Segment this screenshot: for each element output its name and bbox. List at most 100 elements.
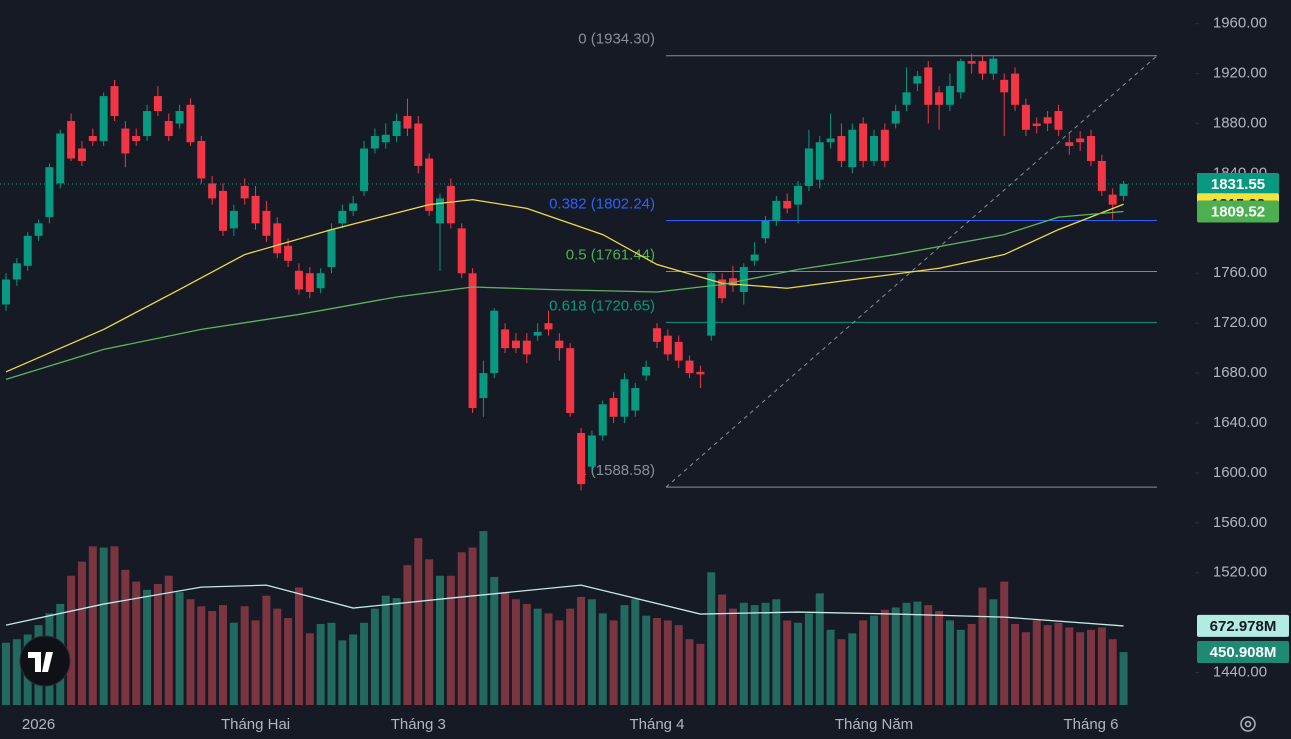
volume-bar <box>804 613 813 705</box>
y-tick-label: 1720.00 <box>1213 314 1267 331</box>
candle-body <box>870 136 878 161</box>
candle-body <box>164 121 173 137</box>
candle-body <box>642 366 651 376</box>
volume-bar <box>1032 620 1041 705</box>
volume-bar <box>533 608 542 705</box>
volume-bar <box>913 601 922 705</box>
candle-body <box>490 310 499 374</box>
candle-body <box>674 341 683 361</box>
volume-bar <box>490 576 499 705</box>
candle-body <box>522 340 531 355</box>
candle-body <box>143 111 152 137</box>
volume-bar <box>772 599 781 705</box>
settings-icon[interactable] <box>1240 716 1256 732</box>
candle-body <box>446 185 455 224</box>
volume-bar <box>457 552 466 705</box>
axis-layer: 2026 Tháng Hai Tháng 3 Tháng 4 Tháng Năm Thán… <box>22 15 1289 733</box>
volume-bar <box>273 608 282 705</box>
candle-body <box>935 92 944 105</box>
volume-bar <box>978 587 987 705</box>
volume-bar <box>110 546 119 705</box>
y-tick-label: 1520.00 <box>1213 564 1267 581</box>
candle-body <box>956 61 965 93</box>
volume-bar <box>696 643 705 705</box>
candle-body <box>501 329 510 349</box>
candle-body <box>273 223 282 254</box>
volume-bar <box>511 599 520 705</box>
y-tick-label: 1440.00 <box>1213 664 1267 681</box>
volume-bar <box>2 642 10 705</box>
volume-bar <box>631 599 640 705</box>
volume-bar <box>1021 632 1030 705</box>
volume-bar <box>653 618 661 705</box>
moving-average <box>5 584 1124 627</box>
volume-bar <box>967 623 976 705</box>
candle-body <box>436 198 444 224</box>
x-tick-label: Tháng Năm <box>835 716 913 733</box>
candle-body <box>555 340 564 349</box>
volume-bar <box>870 615 878 705</box>
candle-body <box>414 123 423 166</box>
volume-bar <box>566 608 575 705</box>
candle-body <box>284 245 293 261</box>
volume-bar <box>848 633 857 705</box>
volume-bar <box>750 605 759 705</box>
x-tick-label: Tháng 3 <box>391 716 446 733</box>
volume-bar <box>685 639 694 705</box>
candle-body <box>12 263 21 280</box>
volume-bar <box>598 613 607 705</box>
candle-body <box>989 58 998 74</box>
fib-label: 1 (1588.58) <box>578 462 655 479</box>
volume-bar <box>479 531 488 705</box>
candle-body <box>653 328 661 342</box>
candle-body <box>175 111 184 124</box>
y-tick-label: 1880.00 <box>1213 114 1267 131</box>
candle-body <box>229 210 238 229</box>
volume-bar <box>577 596 586 705</box>
candle-body <box>1097 160 1106 191</box>
price-label: 1831.55 <box>1211 176 1265 193</box>
volume-bar <box>891 607 900 705</box>
volume-bar <box>186 599 195 705</box>
x-tick-label: 2026 <box>22 716 55 733</box>
volume-bar <box>403 565 412 705</box>
candle-body <box>56 133 65 184</box>
candle-body <box>305 273 314 292</box>
volume-bar <box>436 575 444 705</box>
candle-body <box>924 67 933 105</box>
volume-bar <box>1097 627 1106 705</box>
volume-bar <box>609 620 618 705</box>
volume-bar <box>620 605 629 705</box>
volume-bar <box>761 602 770 705</box>
candle-body <box>132 136 141 141</box>
candle-body <box>913 76 922 84</box>
x-tick-label: Tháng Hai <box>221 716 290 733</box>
volume-bar <box>728 608 737 705</box>
volume-bar <box>240 606 249 705</box>
volume-bar <box>1000 581 1009 705</box>
tradingview-logo <box>19 635 71 687</box>
volume-bar <box>143 589 152 705</box>
x-tick-label: Tháng 6 <box>1063 716 1118 733</box>
volume-bar <box>349 634 358 705</box>
volume-bar <box>1087 629 1095 705</box>
candle-body <box>750 254 759 261</box>
y-tick-label: 1960.00 <box>1213 15 1267 32</box>
candle-body <box>327 229 336 268</box>
candle-body <box>1032 123 1041 127</box>
candle-body <box>1054 111 1063 130</box>
candle-body <box>219 190 227 231</box>
volume-bar <box>989 599 998 705</box>
candle-body <box>978 61 987 74</box>
volume-bar <box>175 592 184 705</box>
volume-bar <box>1065 627 1074 705</box>
candle-body <box>381 134 390 143</box>
volume-bar <box>837 639 846 705</box>
volume-bar <box>718 594 727 705</box>
x-tick-label: Tháng 4 <box>629 716 684 733</box>
candle-body <box>533 331 542 336</box>
y-tick-label: 1920.00 <box>1213 65 1267 82</box>
candle-body <box>707 273 716 336</box>
volume-bar <box>338 640 347 705</box>
volume-bar <box>370 608 379 705</box>
